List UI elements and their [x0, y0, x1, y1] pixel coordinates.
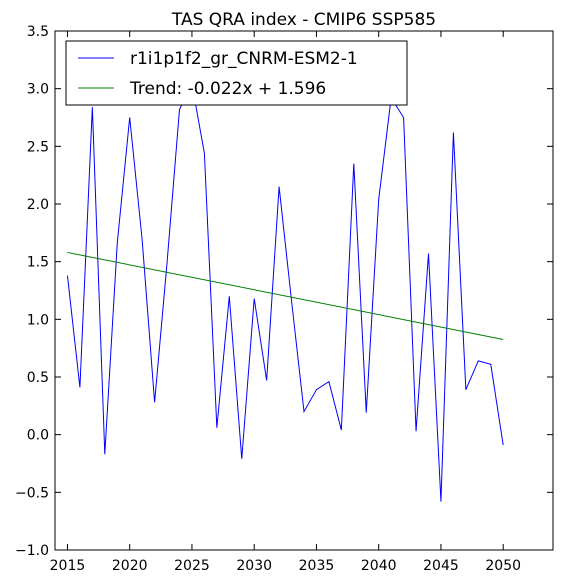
- x-tick-label: 2030: [236, 558, 272, 574]
- ticks-layer: 2015 2020 2025 2030 2035 2040 2045 2050 −1.0 −0.5…: [15, 24, 553, 574]
- chart-title: TAS QRA index - CMIP6 SSP585: [171, 10, 436, 30]
- series-line-trend: [67, 251, 504, 341]
- y-tick-label: 1.0: [27, 312, 49, 328]
- y-tick-label: 2.0: [27, 197, 49, 213]
- plot-frame: [54, 30, 554, 551]
- y-tick-label: 3.5: [27, 24, 49, 40]
- y-tick-label: −0.5: [15, 485, 49, 501]
- legend-box: [65, 40, 408, 106]
- x-tick-label: 2020: [112, 558, 148, 574]
- x-tick-label: 2050: [485, 558, 521, 574]
- y-tick-label: 1.5: [27, 255, 49, 271]
- series-layer: [66, 82, 504, 502]
- x-tick-label: 2040: [361, 558, 397, 574]
- x-tick-label: 2015: [50, 558, 86, 574]
- legend-label-trend: Trend: -0.022x + 1.596: [129, 79, 326, 99]
- x-tick-label: 2025: [174, 558, 210, 574]
- x-tick-label: 2045: [423, 558, 459, 574]
- y-tick-label: 2.5: [27, 139, 49, 155]
- y-tick-label: 0.0: [27, 428, 49, 444]
- y-tick-label: 0.5: [27, 370, 49, 386]
- series-line-model: [66, 82, 504, 502]
- y-tick-label: −1.0: [15, 543, 49, 559]
- legend-label-model: r1i1p1f2_gr_CNRM-ESM2-1: [130, 49, 358, 69]
- x-tick-label: 2035: [299, 558, 335, 574]
- legend: r1i1p1f2_gr_CNRM-ESM2-1 Trend: -0.022x +…: [65, 40, 408, 106]
- y-tick-label: 3.0: [27, 82, 49, 98]
